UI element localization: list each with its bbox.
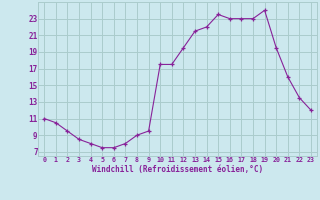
X-axis label: Windchill (Refroidissement éolien,°C): Windchill (Refroidissement éolien,°C) [92, 165, 263, 174]
